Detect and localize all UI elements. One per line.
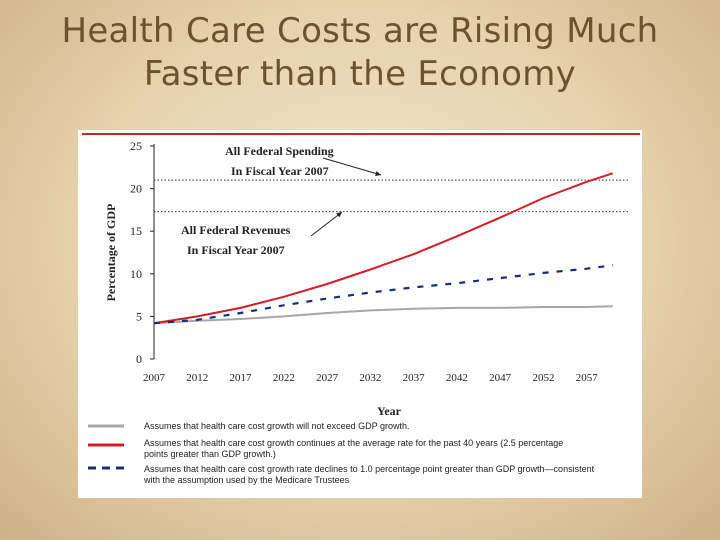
reference-label-0-line-2: In Fiscal Year 2007	[231, 164, 329, 178]
y-tick-label-1: 5	[136, 309, 142, 323]
x-tick-label-4: 2027	[316, 372, 339, 384]
x-axis-label: Year	[377, 404, 402, 418]
chart-figure: 0 5 10 15 20 25 2007 2012 2017 2022 2027 2032 2037 20…	[78, 130, 642, 498]
x-tick-label-10: 2057	[576, 372, 599, 384]
series-line-blue	[153, 264, 613, 325]
y-axis-label: Percentage of GDP	[104, 204, 118, 302]
legend-text-gray: Assumes that health care cost growth wil…	[144, 421, 410, 431]
x-tick-label-1: 2012	[186, 372, 208, 384]
legend-text-red: Assumes that health care cost growth con…	[144, 438, 564, 459]
series-line-red	[153, 172, 614, 325]
x-tick-label-7: 2042	[446, 372, 468, 384]
reference-arrowhead-1	[336, 212, 342, 218]
reference-arrow-0	[322, 157, 382, 176]
y-tick-label-5: 25	[130, 139, 142, 153]
slide-title-line-2: Faster than the Economy	[143, 54, 577, 94]
y-tick-label-0: 0	[136, 352, 142, 366]
reference-label-0-line-1: All Federal Spending	[225, 144, 334, 158]
x-tick-label-9: 2052	[532, 372, 554, 384]
x-tick-label-3: 2022	[273, 372, 295, 384]
y-tick-label-2: 10	[130, 267, 142, 281]
x-tick-label-2: 2017	[230, 372, 253, 384]
line-chart: 0 5 10 15 20 25 2007 2012 2017 2022 2027 2032 2037 20…	[82, 133, 640, 470]
reference-label-1-line-2: In Fiscal Year 2007	[187, 243, 285, 257]
x-tick-label-0: 2007	[143, 372, 166, 384]
slide-title-line-1: Health Care Costs are Rising Much	[61, 11, 659, 51]
x-tick-label-8: 2047	[489, 372, 512, 384]
slide-title: Health Care Costs are Rising Much Faster…	[0, 10, 720, 96]
y-tick-label-4: 20	[130, 182, 142, 196]
reference-arrowhead-0	[375, 170, 381, 176]
x-tick-label-5: 2032	[359, 372, 381, 384]
y-tick-label-3: 15	[130, 224, 142, 238]
series-line-gray	[153, 305, 613, 325]
reference-arrow-1	[310, 211, 343, 237]
legend-text-blue: Assumes that health care cost growth rat…	[144, 464, 595, 485]
x-tick-label-6: 2037	[403, 372, 426, 384]
reference-label-1-line-1: All Federal Revenues	[181, 223, 291, 237]
